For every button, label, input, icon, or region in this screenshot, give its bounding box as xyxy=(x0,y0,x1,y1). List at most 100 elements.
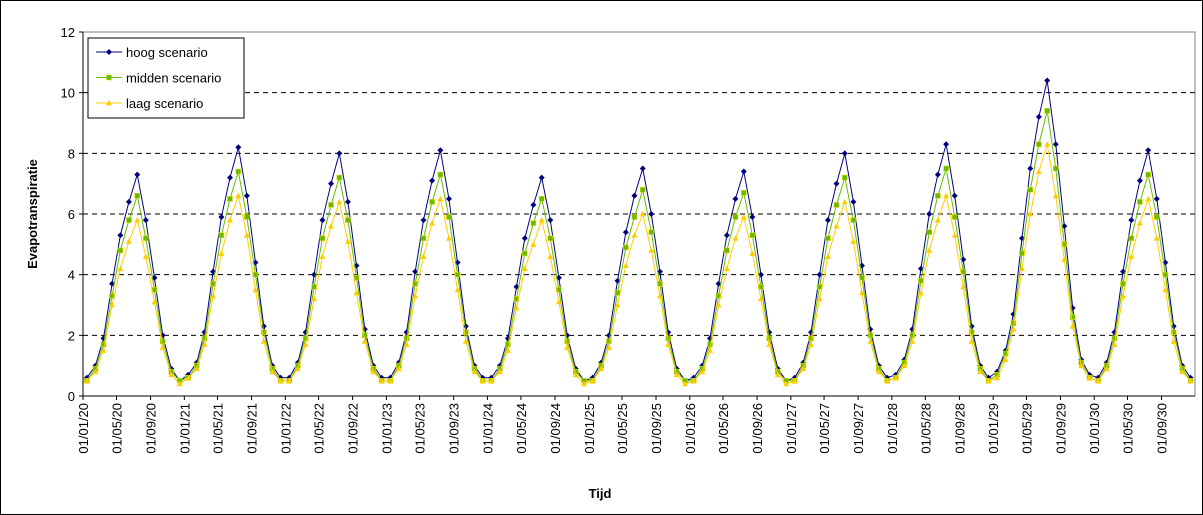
point xyxy=(168,371,175,378)
point xyxy=(530,201,537,208)
point xyxy=(412,292,419,299)
point xyxy=(824,253,831,259)
point xyxy=(1010,320,1017,327)
point xyxy=(176,380,183,387)
point xyxy=(1170,329,1177,336)
point xyxy=(1086,374,1093,381)
point xyxy=(513,296,520,302)
point xyxy=(117,247,124,254)
x-tick-label: 01/01/26 xyxy=(683,403,698,454)
point xyxy=(521,265,528,271)
point xyxy=(1111,341,1118,347)
point xyxy=(1002,356,1009,362)
point xyxy=(1036,141,1042,148)
point xyxy=(749,250,756,256)
point xyxy=(656,292,663,299)
point xyxy=(648,211,655,217)
point xyxy=(833,223,840,229)
point xyxy=(1069,314,1076,320)
point xyxy=(378,377,385,384)
point xyxy=(100,347,107,353)
point xyxy=(631,214,638,220)
point xyxy=(690,377,697,384)
point xyxy=(800,365,807,372)
point xyxy=(867,338,874,344)
x-tick-label: 01/01/24 xyxy=(480,403,495,454)
point xyxy=(218,250,225,256)
point xyxy=(1002,350,1009,357)
point xyxy=(732,214,739,220)
point xyxy=(227,196,233,202)
point xyxy=(117,232,124,239)
point xyxy=(328,202,334,208)
point xyxy=(370,368,377,375)
point xyxy=(1111,335,1118,342)
point xyxy=(732,235,739,241)
point xyxy=(1010,326,1017,332)
x-tick-label: 01/01/29 xyxy=(986,403,1001,454)
point xyxy=(143,235,149,242)
point xyxy=(926,247,933,253)
point xyxy=(1052,165,1059,172)
point xyxy=(740,189,747,196)
point xyxy=(623,244,629,251)
point xyxy=(985,377,992,384)
point xyxy=(875,368,882,375)
point xyxy=(732,195,739,202)
point xyxy=(142,217,149,224)
point xyxy=(917,289,924,296)
point xyxy=(547,217,554,224)
x-tick-label: 01/01/25 xyxy=(582,403,597,454)
point xyxy=(243,192,250,199)
x-tick-label: 01/09/30 xyxy=(1155,403,1170,454)
point xyxy=(1018,235,1025,242)
point xyxy=(336,150,343,157)
point xyxy=(824,217,831,224)
point xyxy=(479,377,486,384)
point xyxy=(100,341,107,348)
x-tick-label: 01/05/25 xyxy=(615,403,630,454)
point xyxy=(901,362,908,369)
point xyxy=(943,141,950,148)
point xyxy=(977,368,984,375)
point xyxy=(614,302,621,308)
point xyxy=(530,220,537,226)
point xyxy=(311,295,318,302)
point xyxy=(462,338,469,344)
point xyxy=(1153,235,1160,241)
point xyxy=(994,374,1001,381)
x-tick-label: 01/09/24 xyxy=(548,403,563,454)
point xyxy=(522,250,528,257)
series-line xyxy=(86,110,1191,382)
point xyxy=(151,298,158,305)
series-line xyxy=(86,144,1191,385)
point xyxy=(909,332,916,339)
point xyxy=(783,380,790,387)
point xyxy=(344,238,351,244)
point xyxy=(757,295,764,302)
point xyxy=(631,232,638,238)
x-tick-label: 01/09/21 xyxy=(245,403,260,454)
legend-marker xyxy=(106,49,112,55)
x-axis-label: Tijd xyxy=(589,486,612,501)
point xyxy=(235,192,242,199)
point xyxy=(454,286,461,293)
point xyxy=(791,377,798,384)
point xyxy=(1137,199,1143,205)
point xyxy=(605,344,612,350)
point xyxy=(850,238,857,244)
point xyxy=(243,232,250,238)
point xyxy=(951,232,958,238)
point xyxy=(723,232,730,239)
point xyxy=(1120,292,1127,299)
point xyxy=(943,165,949,172)
point xyxy=(547,235,554,242)
point xyxy=(403,335,410,342)
point xyxy=(1052,141,1059,148)
y-tick-label: 2 xyxy=(68,328,75,343)
point xyxy=(319,253,326,259)
point xyxy=(344,198,351,205)
legend-label: midden scenario xyxy=(126,71,221,86)
x-tick-label: 01/01/23 xyxy=(379,403,394,454)
point xyxy=(1145,171,1152,178)
